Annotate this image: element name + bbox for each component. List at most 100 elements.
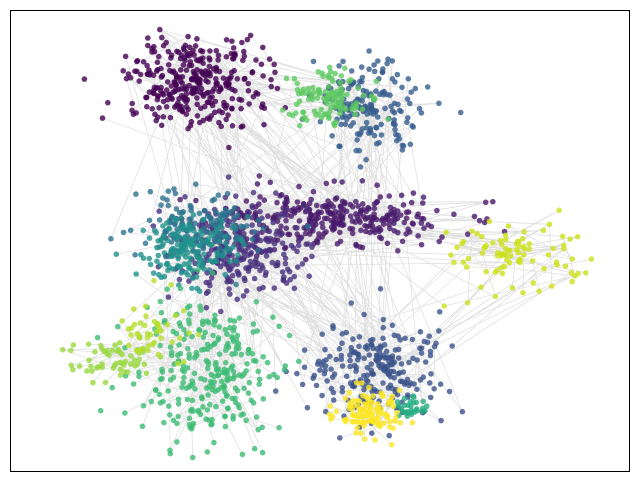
node — [197, 68, 204, 75]
node — [145, 347, 151, 354]
node — [526, 241, 533, 247]
node — [175, 413, 181, 420]
node — [410, 355, 416, 362]
node — [364, 111, 371, 117]
node — [314, 95, 321, 101]
node — [271, 285, 278, 292]
node — [164, 321, 171, 328]
node — [262, 272, 269, 279]
node — [199, 318, 206, 325]
node — [200, 334, 207, 341]
node — [377, 194, 384, 200]
node — [234, 296, 240, 303]
node — [202, 329, 208, 336]
node — [503, 252, 509, 259]
node — [362, 216, 369, 222]
node — [86, 357, 92, 364]
node — [328, 210, 334, 216]
node — [395, 248, 401, 254]
node — [245, 346, 252, 353]
node — [264, 359, 271, 366]
node — [281, 212, 287, 218]
node — [364, 402, 370, 408]
node — [259, 449, 266, 456]
node — [404, 119, 410, 126]
node — [189, 454, 196, 461]
node — [94, 334, 101, 341]
node — [119, 318, 125, 324]
node — [255, 217, 262, 223]
node — [393, 131, 399, 138]
node — [117, 372, 124, 379]
node — [158, 74, 165, 80]
node — [361, 436, 368, 443]
node — [349, 204, 356, 210]
node — [159, 369, 166, 375]
node — [354, 398, 361, 404]
node — [366, 66, 372, 72]
node — [311, 89, 317, 96]
node — [178, 85, 185, 92]
node — [183, 67, 190, 73]
node — [393, 409, 400, 416]
node — [203, 279, 209, 286]
node — [278, 223, 284, 230]
node — [105, 99, 111, 106]
node — [198, 47, 204, 54]
node — [361, 386, 367, 393]
node — [372, 229, 378, 236]
node — [494, 267, 500, 274]
node — [363, 125, 370, 131]
community-c2 — [177, 173, 508, 263]
node — [168, 83, 175, 89]
node — [210, 332, 216, 339]
node — [274, 199, 280, 206]
node — [186, 264, 192, 271]
node — [313, 382, 320, 389]
node — [134, 58, 141, 64]
node — [322, 88, 329, 95]
node — [254, 247, 261, 254]
node — [260, 284, 266, 291]
node — [315, 69, 322, 75]
node — [420, 398, 427, 405]
node — [486, 218, 493, 225]
node — [369, 336, 376, 343]
node — [336, 63, 342, 69]
node — [158, 122, 165, 129]
node — [152, 111, 158, 118]
node — [163, 104, 170, 110]
node — [384, 60, 391, 67]
node — [310, 58, 317, 65]
node — [366, 384, 372, 391]
node — [201, 251, 207, 257]
node — [386, 432, 393, 439]
node — [242, 277, 248, 284]
node — [175, 100, 181, 106]
node — [386, 221, 392, 228]
node — [254, 260, 261, 267]
node — [245, 268, 252, 275]
node — [160, 195, 166, 201]
node — [300, 115, 306, 122]
node — [186, 355, 193, 361]
node — [357, 219, 363, 225]
node — [249, 203, 255, 209]
node — [371, 387, 378, 393]
community-c12 — [119, 277, 202, 367]
node — [179, 225, 185, 231]
node — [401, 219, 408, 226]
node — [243, 368, 249, 374]
node — [329, 133, 336, 139]
node — [156, 105, 162, 111]
node — [301, 202, 307, 209]
node — [147, 332, 154, 338]
node — [381, 342, 388, 348]
node — [205, 365, 211, 372]
node — [119, 351, 125, 358]
node — [230, 45, 237, 51]
node — [168, 367, 174, 374]
node — [308, 93, 315, 100]
node — [175, 352, 181, 358]
node — [354, 214, 361, 220]
